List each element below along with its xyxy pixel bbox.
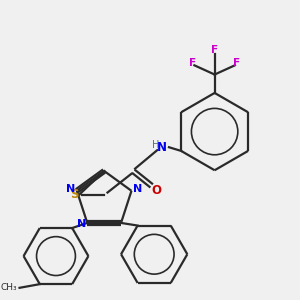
Text: CH₃: CH₃ xyxy=(1,283,17,292)
Text: N: N xyxy=(77,219,86,230)
Text: F: F xyxy=(211,45,218,55)
Text: S: S xyxy=(70,188,79,201)
Text: O: O xyxy=(152,184,161,197)
Text: F: F xyxy=(189,58,196,68)
Text: N: N xyxy=(157,141,166,154)
Text: F: F xyxy=(233,58,240,68)
Text: H: H xyxy=(152,140,159,150)
Text: N: N xyxy=(66,184,76,194)
Text: N: N xyxy=(133,184,142,194)
